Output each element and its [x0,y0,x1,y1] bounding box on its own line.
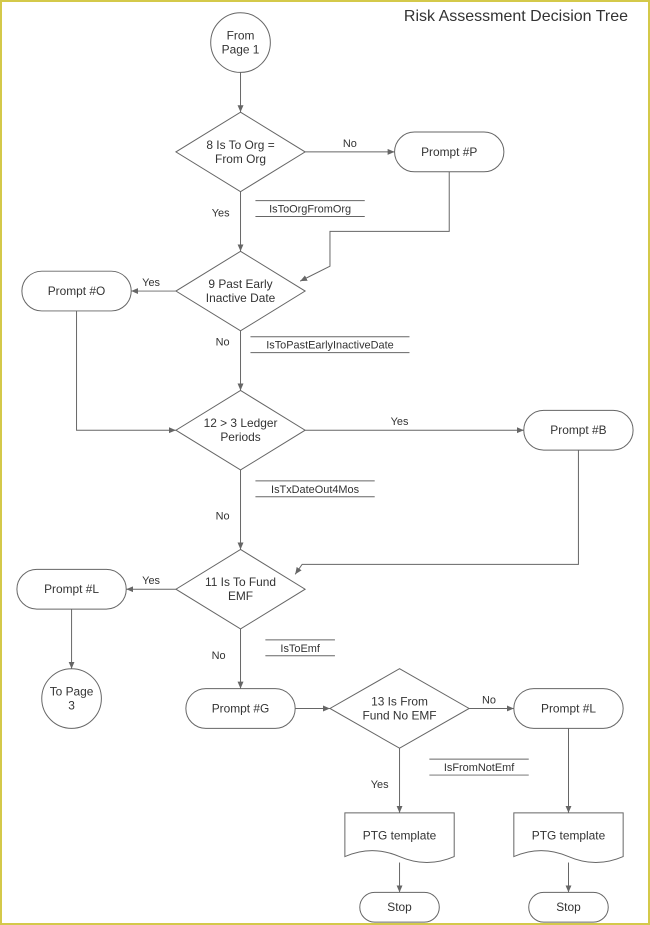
svg-text:Prompt #L: Prompt #L [541,701,596,715]
svg-text:IsToEmf: IsToEmf [280,643,320,655]
svg-text:PTG template: PTG template [363,829,437,843]
svg-text:Yes: Yes [371,779,389,791]
svg-text:No: No [343,138,357,150]
svg-text:11 Is To Fund: 11 Is To Fund [205,575,276,589]
svg-text:IsTxDateOut4Mos: IsTxDateOut4Mos [271,484,360,496]
svg-text:IsToOrgFromOrg: IsToOrgFromOrg [269,204,351,216]
svg-text:Stop: Stop [556,900,581,914]
svg-text:From Org: From Org [215,152,266,166]
flowchart-svg: FromPage 1 8 Is To Org =From Org Prompt #P… [2,2,648,923]
svg-text:No: No [216,511,230,523]
svg-text:Prompt #B: Prompt #B [550,423,606,437]
diagram-frame: Risk Assessment Decision Tree FromPage 1… [0,0,650,925]
svg-text:Yes: Yes [212,208,230,220]
svg-text:To Page: To Page [50,685,94,699]
svg-text:EMF: EMF [228,589,253,603]
svg-text:No: No [212,650,226,662]
svg-text:Stop: Stop [387,900,412,914]
svg-text:Yes: Yes [142,277,160,289]
diagram-title: Risk Assessment Decision Tree [404,8,628,26]
svg-text:Prompt #G: Prompt #G [212,701,270,715]
svg-text:9 Past Early: 9 Past Early [208,277,272,291]
svg-text:Prompt #O: Prompt #O [48,284,106,298]
svg-text:Prompt #P: Prompt #P [421,145,477,159]
svg-text:Yes: Yes [391,416,409,428]
svg-text:13 Is From: 13 Is From [371,694,428,708]
svg-text:8 Is To Org =: 8 Is To Org = [206,138,274,152]
svg-text:Yes: Yes [142,575,160,587]
svg-text:3: 3 [68,698,75,712]
svg-text:Prompt #L: Prompt #L [44,582,99,596]
svg-text:Inactive Date: Inactive Date [206,291,276,305]
svg-text:No: No [482,695,496,707]
svg-text:No: No [216,337,230,349]
svg-text:Periods: Periods [220,430,260,444]
svg-text:IsToPastEarlyInactiveDate: IsToPastEarlyInactiveDate [266,340,393,352]
svg-text:IsFromNotEmf: IsFromNotEmf [444,762,515,774]
svg-text:12 > 3 Ledger: 12 > 3 Ledger [204,416,278,430]
svg-text:PTG template: PTG template [532,829,606,843]
svg-text:Page 1: Page 1 [222,43,260,57]
svg-text:From: From [227,29,255,43]
svg-text:Fund No EMF: Fund No EMF [362,708,436,722]
